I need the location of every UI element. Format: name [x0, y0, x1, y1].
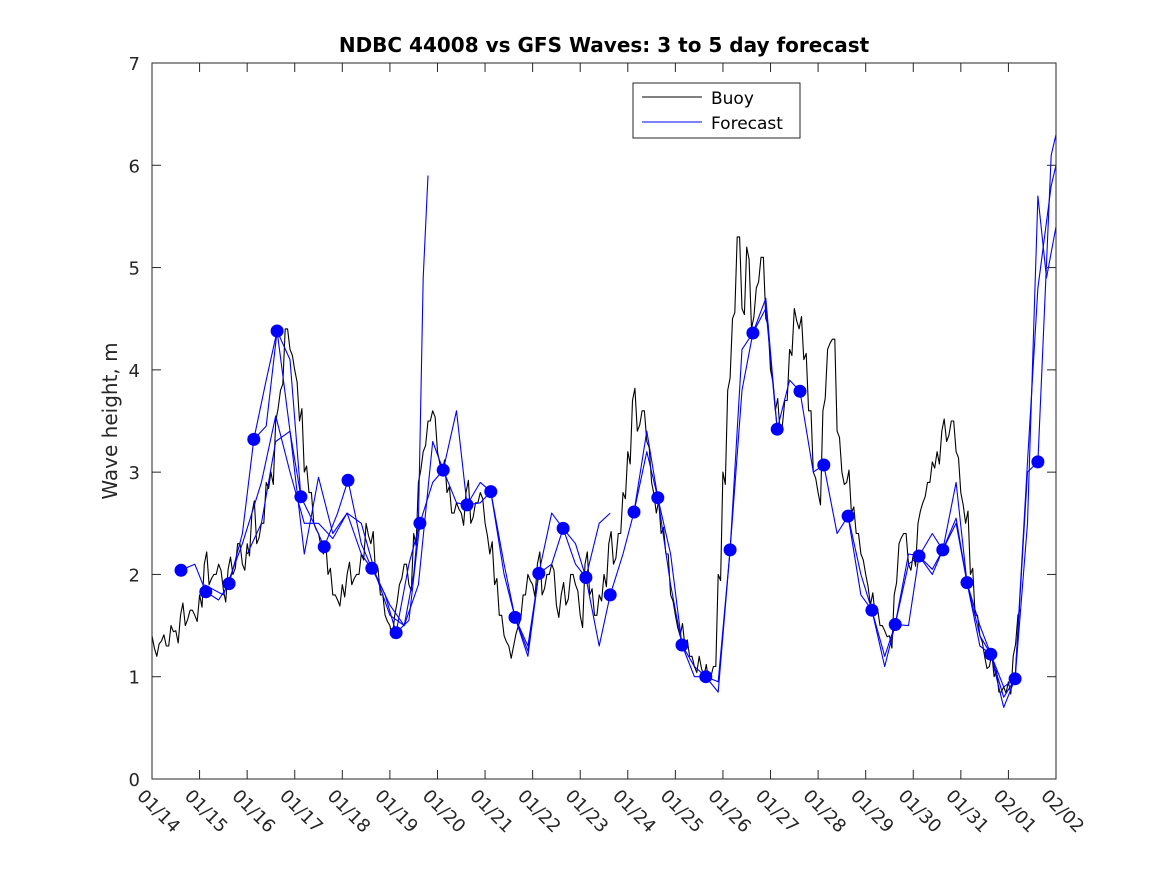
- forecast-marker: [270, 324, 284, 338]
- y-tick-label: 3: [129, 463, 140, 484]
- forecast-marker: [460, 498, 474, 512]
- forecast-marker: [984, 647, 998, 661]
- y-tick-label: 4: [129, 361, 140, 382]
- legend-label-forecast: Forecast: [711, 114, 783, 134]
- forecast-marker: [746, 326, 760, 340]
- forecast-marker: [579, 571, 593, 584]
- forecast-marker: [556, 521, 570, 535]
- legend-label-buoy: Buoy: [711, 89, 754, 109]
- forecast-marker: [294, 490, 308, 504]
- forecast-line: [204, 175, 429, 627]
- forecast-marker: [508, 610, 522, 624]
- forecast-marker: [651, 491, 665, 505]
- forecast-marker: [222, 577, 236, 591]
- y-axis: 0 1 2 3 4 5 6 7: [129, 54, 1056, 791]
- y-tick-label: 0: [129, 770, 140, 791]
- forecast-marker: [793, 384, 807, 398]
- chart-title: NDBC 44008 vs GFS Waves: 3 to 5 day fore…: [339, 33, 870, 57]
- forecast-marker: [912, 549, 926, 563]
- forecast-marker: [936, 543, 950, 557]
- plot-frame: [151, 62, 1057, 780]
- forecast-marker: [199, 585, 213, 599]
- forecast-line: [894, 195, 1057, 688]
- y-tick-label: 2: [129, 565, 140, 586]
- forecast-line: [847, 134, 1057, 708]
- forecast-marker: [960, 576, 974, 590]
- forecast-marker: [675, 638, 689, 652]
- forecast-marker: [365, 561, 379, 575]
- forecast-marker: [1008, 672, 1022, 686]
- forecast-marker: [174, 563, 188, 577]
- forecast-marker: [723, 543, 737, 557]
- y-tick-label: 5: [129, 259, 140, 280]
- forecast-line: [514, 307, 778, 683]
- forecast-marker: [317, 540, 331, 554]
- forecast-marker: [627, 505, 641, 519]
- y-tick-label: 7: [129, 54, 140, 75]
- forecast-marker: [484, 485, 498, 499]
- forecast-marker: [841, 509, 855, 523]
- forecast-marker: [603, 588, 617, 602]
- forecast-line: [253, 330, 421, 634]
- forecast-marker: [532, 566, 546, 580]
- forecast-marker: [413, 516, 427, 530]
- forecast-marker: [436, 463, 450, 477]
- marker-layer: [174, 324, 1045, 686]
- legend: Buoy Forecast: [632, 82, 801, 139]
- plot-area: [152, 63, 1056, 779]
- forecast-line: [395, 469, 611, 652]
- forecast-marker: [1031, 455, 1045, 469]
- forecast-marker: [247, 432, 261, 446]
- forecast-marker: [865, 603, 879, 617]
- y-tick-label: 1: [129, 668, 140, 689]
- y-tick-label: 6: [129, 156, 140, 177]
- forecast-line: [180, 330, 302, 601]
- legend-box: [632, 82, 801, 139]
- forecast-marker: [770, 422, 784, 436]
- forecast-marker: [699, 670, 713, 684]
- y-axis-label: Wave height, m: [98, 342, 122, 499]
- forecast-marker: [341, 473, 355, 487]
- forecast-marker: [389, 626, 403, 640]
- forecast-marker: [817, 458, 831, 472]
- forecast-line: [246, 410, 540, 647]
- forecast-marker: [888, 618, 902, 631]
